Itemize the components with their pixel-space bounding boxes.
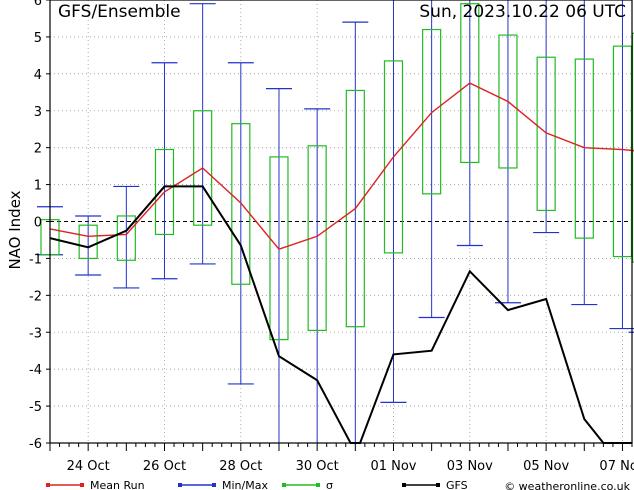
series-layer [37, 0, 634, 444]
y-tick-label: 2 [34, 142, 42, 157]
axes: -6 -5 -4 -3 -2 -1 0 1 2 3 4 5 6 24 Oct 26 Oct 28 Oct 30 … [29, 0, 634, 474]
legend-marker-mean [46, 483, 50, 487]
sigma-box [116, 215, 136, 261]
x-tick-label: 26 Oct [143, 459, 186, 474]
legend-marker-sigma [316, 483, 320, 487]
sigma-box [154, 148, 175, 236]
x-tick-label: 01 Nov [370, 459, 416, 474]
y-tick-label: 6 [34, 0, 42, 9]
gfs-line [49, 185, 632, 444]
x-tick-label: 28 Oct [219, 459, 262, 474]
x-tick-label: 05 Nov [523, 459, 569, 474]
grid [50, 0, 632, 444]
legend-marker-mean [80, 483, 84, 487]
legend-label-sigma: σ [326, 479, 333, 490]
credit-text: © weatheronline.co.uk [504, 480, 630, 490]
mean-run-line [49, 82, 634, 251]
legend-label-minmax: Min/Max [222, 479, 268, 490]
y-tick-label: -6 [29, 437, 42, 452]
legend-label-gfs: GFS [446, 479, 468, 490]
y-tick-label: -5 [29, 400, 42, 415]
legend: Mean Run Min/Max σ GFS [46, 479, 468, 490]
x-tick-label: 07 Nov [599, 459, 634, 474]
sigma-box [422, 28, 442, 195]
legend-marker-sigma [282, 483, 286, 487]
y-tick-label: -1 [29, 252, 42, 267]
y-tick-label: -3 [29, 326, 42, 341]
sigma-box [498, 34, 518, 169]
sigma-box [460, 3, 480, 164]
y-tick-label: 5 [34, 31, 42, 46]
y-tick-label: 1 [34, 179, 42, 194]
run-time: Sun, 2023.10.22 06 UTC [419, 2, 626, 22]
sigma-box [193, 110, 213, 226]
x-tick-label: 03 Nov [447, 459, 493, 474]
sigma-box [78, 224, 98, 260]
x-tick-label: 24 Oct [67, 459, 110, 474]
y-tick-label: 0 [34, 216, 42, 231]
sigma-box [383, 60, 404, 254]
legend-label-mean: Mean Run [90, 479, 145, 490]
legend-marker-minmax [178, 483, 182, 487]
y-tick-label: -4 [29, 363, 42, 378]
y-tick-label: -2 [29, 289, 42, 304]
y-axis-label: NAO Index [6, 190, 24, 269]
y-tick-label: 3 [34, 105, 42, 120]
model-title: GFS/Ensemble [58, 2, 181, 22]
legend-marker-minmax [212, 483, 216, 487]
legend-marker-gfs [402, 483, 406, 487]
plot-frame [49, 0, 633, 444]
sigma-box [231, 123, 251, 285]
sigma-box [269, 156, 289, 341]
y-tick-label: 4 [34, 68, 42, 83]
x-tick-label: 30 Oct [296, 459, 339, 474]
sigma-box [345, 89, 365, 328]
legend-marker-gfs [436, 483, 440, 487]
sigma-box [536, 56, 556, 212]
sigma-box [307, 145, 327, 332]
